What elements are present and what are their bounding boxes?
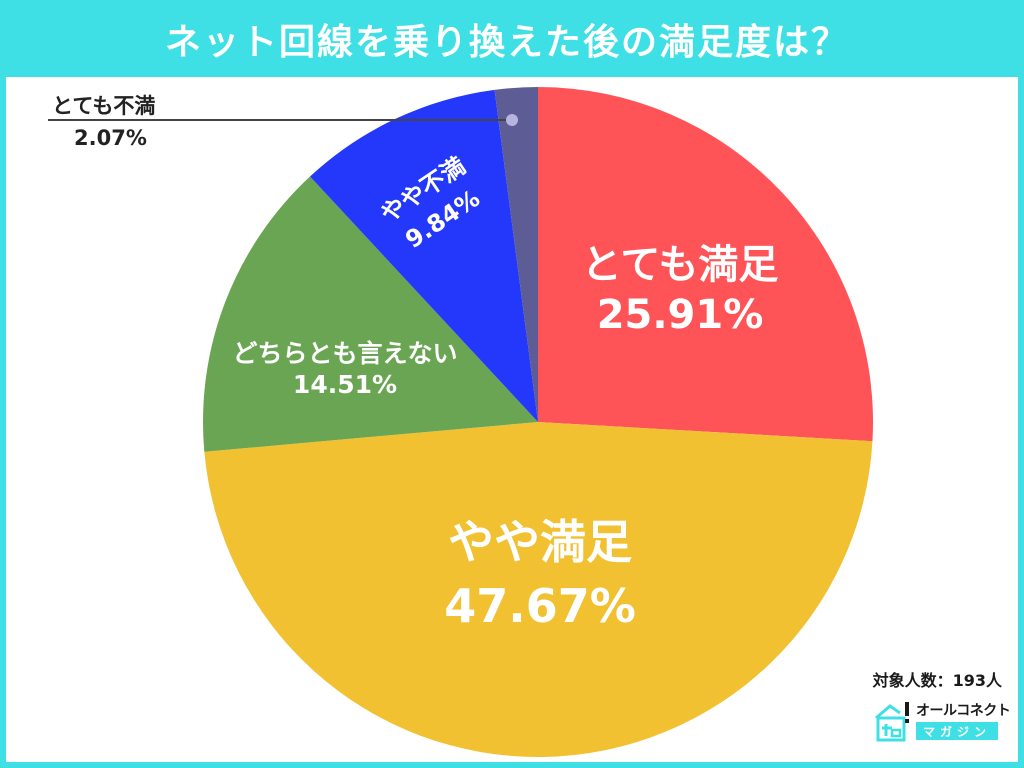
title-bar: ネット回線を乗り換えた後の満足度は？ — [0, 0, 1024, 77]
chart-title: ネット回線を乗り換えた後の満足度は？ — [164, 21, 849, 63]
label-very-satisfied: とても満足 25.91% — [580, 240, 780, 340]
slice-satisfied — [204, 422, 873, 757]
label-satisfied: やや満足 47.67% — [420, 510, 660, 639]
label-very-satisfied-pct: 25.91% — [596, 292, 764, 338]
label-very-satisfied-name: とても満足 — [581, 242, 779, 288]
label-neutral-pct: 14.51% — [292, 370, 398, 400]
house-icon — [875, 702, 909, 742]
label-neutral-name: どちらとも言えない — [232, 339, 458, 368]
label-satisfied-pct: 47.67% — [444, 579, 636, 634]
respondent-count: 対象人数：193人 — [872, 671, 1002, 690]
logo-text-bottom: マガジン — [916, 722, 998, 740]
slice-neutral — [203, 176, 538, 452]
brand-logo: オールコネクト マガジン — [872, 700, 1011, 742]
logo-text-top: オールコネクト — [916, 703, 1011, 719]
slice-very-satisfied — [538, 87, 874, 442]
slice-dissatisfied — [310, 89, 538, 422]
label-very-dissatisfied-name: とても不満 — [52, 94, 156, 118]
label-very-dissatisfied-pct: 2.07% — [74, 126, 147, 150]
label-neutral: どちらとも言えない 14.51% — [210, 338, 480, 401]
label-satisfied-name: やや満足 — [448, 515, 632, 569]
leader-dot — [506, 114, 518, 126]
slice-very-dissatisfied — [494, 87, 538, 422]
